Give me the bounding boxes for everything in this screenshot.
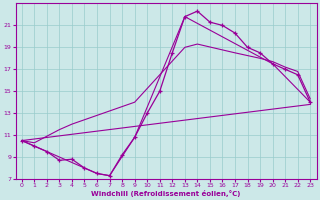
- X-axis label: Windchill (Refroidissement éolien,°C): Windchill (Refroidissement éolien,°C): [91, 190, 241, 197]
